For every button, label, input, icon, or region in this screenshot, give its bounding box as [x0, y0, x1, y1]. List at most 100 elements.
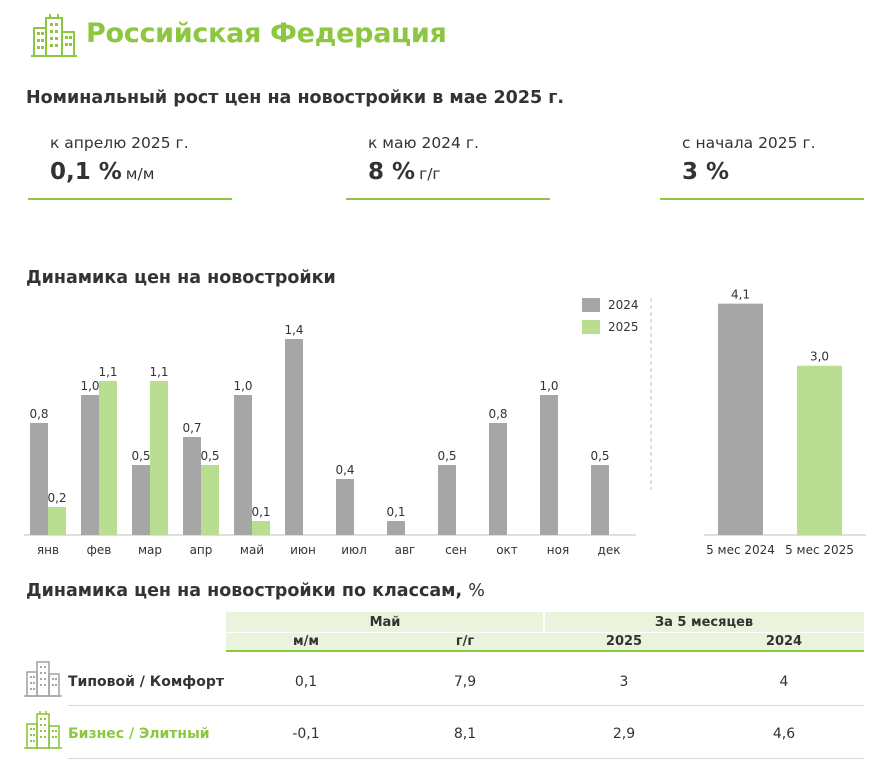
kpi-value-row: 0,1 % м/м — [50, 159, 154, 185]
x-tick-label: фев — [87, 543, 112, 557]
data-label: 1,4 — [284, 323, 303, 337]
bar-5-мес-2024 — [718, 303, 763, 535]
x-tick-label: июн — [290, 543, 316, 557]
table-header-5-months: За 5 месяцев — [654, 615, 754, 630]
kpi-label: к маю 2024 г. — [368, 134, 479, 152]
data-label: 4,1 — [731, 288, 750, 302]
five-month-price-chart: 4,1 5 мес 2024 3,0 5 мес 2025 — [704, 288, 866, 557]
monthly-price-chart: 0,80,2янв1,01,1фев0,51,1мар0,70,5апр1,00… — [24, 298, 652, 557]
table-col-mm: м/м — [293, 634, 319, 649]
bar-2025-апр — [201, 465, 219, 535]
bar-2024-окт — [489, 423, 507, 535]
legend-swatch-2024 — [582, 298, 600, 312]
bar-2024-сен — [438, 465, 456, 535]
cell-business-mm: -0,1 — [292, 726, 320, 742]
growth-section-title: Номинальный рост цен на новостройки в ма… — [26, 88, 565, 108]
city-buildings-icon — [30, 12, 78, 58]
row-label-comfort: Типовой / Комфорт — [68, 674, 224, 690]
cell-business-2025: 2,9 — [612, 726, 636, 742]
legend-label: 2024 — [608, 298, 639, 312]
kpi-value: 8 % — [368, 159, 416, 185]
bar-2024-июл — [336, 479, 354, 535]
cell-comfort-mm: 0,1 — [294, 674, 318, 690]
kpi-unit: г/г — [419, 165, 441, 183]
dynamics-section-title: Динамика цен на новостройки — [26, 268, 336, 288]
kpi-value: 3 % — [682, 159, 730, 185]
bar-2024-май — [234, 395, 252, 535]
bar-2024-дек — [591, 465, 609, 535]
data-label: 1,0 — [233, 379, 252, 393]
data-label: 1,1 — [98, 365, 117, 379]
buildings-grey-icon — [24, 658, 62, 698]
buildings-green-icon — [24, 710, 62, 750]
bar-2024-июн — [285, 339, 303, 535]
cell-business-yy: 8,1 — [453, 726, 477, 742]
x-tick-label: мар — [138, 543, 162, 557]
table-header-may: Май — [369, 615, 401, 630]
kpi-value-row: 8 % г/г — [368, 159, 441, 185]
table-subheader-band — [226, 633, 864, 650]
x-tick-label: авг — [395, 543, 416, 557]
x-tick-label: окт — [496, 543, 518, 557]
cell-comfort-2024: 4 — [779, 674, 789, 690]
data-label: 0,4 — [335, 463, 354, 477]
x-tick-label: дек — [598, 543, 621, 557]
bar-2024-янв — [30, 423, 48, 535]
kpi-label: к апрелю 2025 г. — [50, 134, 189, 152]
bar-2024-ноя — [540, 395, 558, 535]
cell-comfort-yy: 7,9 — [453, 674, 477, 690]
kpi-label: с начала 2025 г. — [682, 134, 816, 152]
kpi-month-over-month: к апрелю 2025 г. 0,1 % м/м — [28, 134, 232, 200]
table-header-rule — [226, 650, 864, 652]
bar-2024-авг — [387, 521, 405, 535]
data-label: 0,1 — [251, 505, 270, 519]
data-label: 0,8 — [488, 407, 507, 421]
legend-swatch-2025 — [582, 320, 600, 334]
x-tick-label: 5 мес 2025 — [785, 543, 854, 557]
table-header-band — [226, 612, 864, 632]
bar-5-мес-2025 — [797, 365, 842, 535]
x-tick-label: июл — [341, 543, 367, 557]
page-title: Российская Федерация — [86, 18, 447, 49]
kpi-year-to-date: с начала 2025 г. 3 % — [660, 134, 864, 200]
x-tick-label: сен — [445, 543, 467, 557]
data-label: 0,5 — [200, 449, 219, 463]
bar-2025-янв — [48, 507, 66, 535]
bar-2025-фев — [99, 381, 117, 535]
data-label: 1,1 — [149, 365, 168, 379]
classes-title-unit: % — [468, 581, 485, 601]
data-label: 1,0 — [80, 379, 99, 393]
bar-2025-май — [252, 521, 270, 535]
table-col-yy: г/г — [455, 634, 475, 649]
data-label: 0,1 — [386, 505, 405, 519]
data-label: 3,0 — [810, 350, 829, 364]
bar-2025-мар — [150, 381, 168, 535]
table-header-separator — [543, 612, 545, 632]
kpi-value: 0,1 % — [50, 159, 122, 185]
data-label: 0,5 — [437, 449, 456, 463]
kpi-year-over-year: к маю 2024 г. 8 % г/г — [346, 134, 550, 200]
cell-comfort-2025: 3 — [619, 674, 629, 690]
data-label: 0,5 — [590, 449, 609, 463]
classes-section-title: Динамика цен на новостройки по классам, … — [26, 581, 485, 601]
kpi-unit: м/м — [125, 165, 155, 183]
data-label: 1,0 — [539, 379, 558, 393]
data-label: 0,5 — [131, 449, 150, 463]
table-row-divider — [68, 758, 864, 759]
bar-2024-апр — [183, 437, 201, 535]
x-tick-label: апр — [190, 543, 213, 557]
data-label: 0,8 — [29, 407, 48, 421]
table-col-2025: 2025 — [605, 634, 643, 649]
cell-business-2024: 4,6 — [772, 726, 796, 742]
bar-2024-фев — [81, 395, 99, 535]
row-label-business: Бизнес / Элитный — [68, 726, 210, 742]
x-tick-label: янв — [37, 543, 59, 557]
classes-table: Май За 5 месяцев м/м г/г 2025 2024 — [22, 612, 864, 774]
data-label: 0,2 — [47, 491, 66, 505]
table-row-divider — [68, 705, 864, 706]
legend-label: 2025 — [608, 320, 639, 334]
data-label: 0,7 — [182, 421, 201, 435]
classes-title-text: Динамика цен на новостройки по классам, — [26, 581, 463, 601]
x-tick-label: 5 мес 2024 — [706, 543, 775, 557]
bar-2024-мар — [132, 465, 150, 535]
